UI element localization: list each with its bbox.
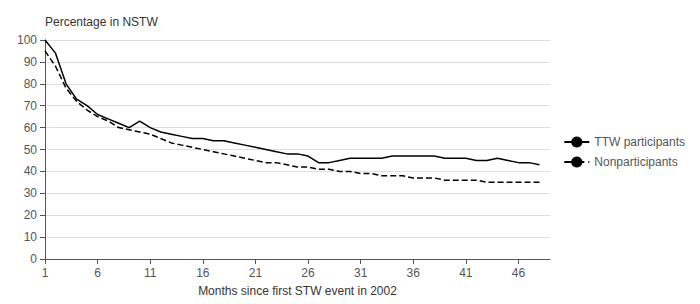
svg-text:20: 20	[24, 208, 38, 222]
svg-text:36: 36	[407, 266, 421, 280]
svg-text:30: 30	[24, 186, 38, 200]
svg-text:50: 50	[24, 143, 38, 157]
svg-text:26: 26	[301, 266, 315, 280]
svg-text:60: 60	[24, 121, 38, 135]
svg-text:31: 31	[354, 266, 368, 280]
svg-text:Nonparticipants: Nonparticipants	[594, 155, 677, 169]
svg-text:70: 70	[24, 99, 38, 113]
svg-text:11: 11	[144, 266, 157, 280]
svg-text:1: 1	[42, 266, 49, 280]
svg-text:TTW participants: TTW participants	[594, 135, 685, 149]
svg-text:90: 90	[24, 55, 38, 69]
svg-text:80: 80	[24, 77, 38, 91]
svg-text:Percentage in NSTW: Percentage in NSTW	[45, 15, 158, 29]
svg-text:10: 10	[24, 230, 38, 244]
svg-text:40: 40	[24, 164, 38, 178]
svg-text:16: 16	[196, 266, 210, 280]
svg-text:41: 41	[459, 266, 473, 280]
svg-text:Months since first STW event i: Months since first STW event in 2002	[198, 284, 397, 298]
svg-text:6: 6	[94, 266, 101, 280]
svg-text:46: 46	[512, 266, 526, 280]
svg-text:0: 0	[30, 252, 37, 266]
svg-text:100: 100	[17, 33, 37, 47]
svg-text:21: 21	[249, 266, 263, 280]
